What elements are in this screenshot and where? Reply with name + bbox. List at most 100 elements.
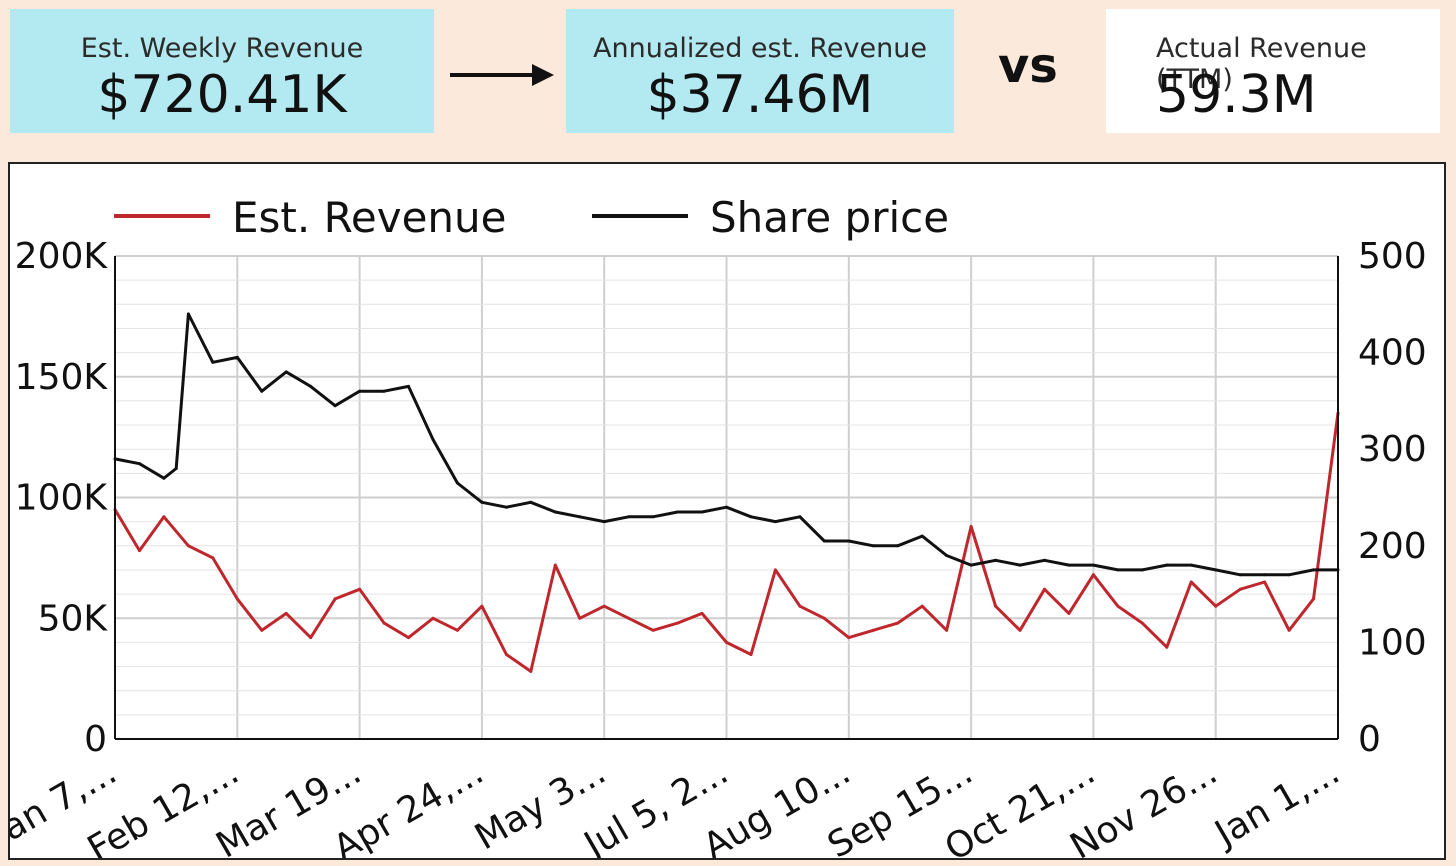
share-price-point xyxy=(578,515,582,519)
est-revenue-point xyxy=(1238,587,1242,591)
share-price-point xyxy=(945,554,949,557)
share-price-point xyxy=(138,462,141,466)
kpi-weekly-revenue: Est. Weekly Revenue $720.41K xyxy=(10,9,434,133)
share-price-point xyxy=(211,360,215,364)
est-revenue-point xyxy=(358,587,362,591)
share-price-point xyxy=(553,510,557,514)
est-revenue-point xyxy=(162,515,166,519)
est-revenue-point xyxy=(553,563,557,567)
kpi-weekly-revenue-label: Est. Weekly Revenue xyxy=(80,33,364,64)
share-price-point xyxy=(1214,568,1218,572)
est-revenue-point xyxy=(529,669,533,673)
left-axis-tick-label: 50K xyxy=(38,598,109,639)
share-price-point xyxy=(284,370,288,374)
est-revenue-point xyxy=(1091,573,1095,577)
est-revenue-point xyxy=(1312,597,1315,601)
share-price-point xyxy=(431,438,435,441)
share-price-point xyxy=(260,389,264,393)
share-price-point xyxy=(969,563,973,567)
est-revenue-point xyxy=(1018,628,1022,632)
legend-share-price-label: Share price xyxy=(710,193,949,242)
share-price-point xyxy=(651,515,655,519)
est-revenue-point xyxy=(504,653,508,656)
est-revenue-point xyxy=(407,636,410,640)
share-price-point xyxy=(700,510,704,514)
est-revenue-point xyxy=(627,616,631,620)
share-price-point xyxy=(749,515,753,519)
est-revenue-point xyxy=(1116,604,1120,608)
share-price-point xyxy=(822,539,826,543)
kpi-actual-revenue-value: 59.3M xyxy=(1156,65,1317,125)
chart-grid xyxy=(115,255,1339,739)
right-axis-tick-label: 100 xyxy=(1358,622,1427,663)
est-revenue-point xyxy=(1189,580,1193,584)
share-price-point xyxy=(773,520,777,524)
share-price-point xyxy=(871,544,875,548)
est-revenue-point xyxy=(211,556,215,560)
share-price-point xyxy=(920,534,924,538)
est-revenue-point xyxy=(847,636,851,640)
kpi-actual-revenue: Actual Revenue (TTM) 59.3M xyxy=(1106,9,1440,133)
right-axis-tick-label: 300 xyxy=(1358,429,1427,470)
kpi-actual-revenue-label: Actual Revenue (TTM) xyxy=(1156,33,1367,95)
share-price-series-line xyxy=(114,312,1338,577)
est-revenue-point xyxy=(651,628,655,632)
share-price-point xyxy=(333,404,337,408)
share-price-point xyxy=(1091,563,1095,567)
share-price-point xyxy=(1238,573,1242,577)
kpi-annualized-revenue-value: $37.46M xyxy=(646,65,874,125)
share-price-point xyxy=(235,355,239,359)
est-revenue-point xyxy=(1287,628,1291,632)
est-revenue-point xyxy=(235,597,239,601)
share-price-point xyxy=(162,476,166,480)
est-revenue-point xyxy=(994,604,998,608)
share-price-point xyxy=(1116,568,1120,572)
est-revenue-point xyxy=(431,616,435,620)
est-revenue-point xyxy=(333,597,337,601)
est-revenue-point xyxy=(969,525,973,528)
share-price-point xyxy=(174,467,178,470)
est-revenue-point xyxy=(480,604,484,608)
est-revenue-point xyxy=(382,621,386,625)
share-price-point xyxy=(186,312,190,316)
left-axis-tick-label: 150K xyxy=(15,357,109,398)
est-revenue-point xyxy=(1043,587,1046,591)
share-price-point xyxy=(358,389,362,393)
share-price-point xyxy=(798,515,802,519)
est-revenue-point xyxy=(871,628,875,632)
share-price-point xyxy=(309,384,313,388)
est-revenue-point xyxy=(1263,580,1267,584)
share-price-point xyxy=(455,481,459,485)
left-axis-tick-label: 100K xyxy=(15,478,109,519)
est-revenue-point xyxy=(578,616,582,620)
share-price-point xyxy=(994,558,998,562)
share-price-point xyxy=(1067,563,1071,567)
kpi-annualized-revenue-label: Annualized est. Revenue xyxy=(593,33,927,64)
left-axis-tick-label: 200K xyxy=(15,236,109,277)
kpi-annualized-revenue: Annualized est. Revenue $37.46M xyxy=(566,9,954,133)
legend-revenue-label: Est. Revenue xyxy=(232,193,507,242)
share-price-point xyxy=(1018,563,1022,567)
est-revenue-point xyxy=(798,604,802,608)
share-price-point xyxy=(407,384,410,388)
share-price-point xyxy=(1043,558,1046,562)
est-revenue-point xyxy=(284,611,288,615)
est-revenue-point xyxy=(1165,645,1169,649)
est-revenue-point xyxy=(896,621,900,625)
share-price-point xyxy=(382,389,386,393)
est-revenue-point xyxy=(1214,604,1218,608)
right-axis-tick-label: 0 xyxy=(1358,719,1381,760)
chart-panel: 0 50K 100K 150K 200K 0 100 200 300 400 500 Jan 7,..… xyxy=(8,162,1446,860)
share-price-point xyxy=(1263,573,1267,577)
share-price-point xyxy=(602,520,606,524)
share-price-point xyxy=(480,500,484,504)
est-revenue-point xyxy=(186,544,190,548)
right-axis-tick-label: 400 xyxy=(1358,333,1427,374)
est-revenue-point xyxy=(822,616,826,620)
est-revenue-point xyxy=(945,628,949,632)
right-arrow-icon xyxy=(450,64,554,86)
share-price-point xyxy=(504,505,508,509)
share-price-point xyxy=(896,544,900,548)
